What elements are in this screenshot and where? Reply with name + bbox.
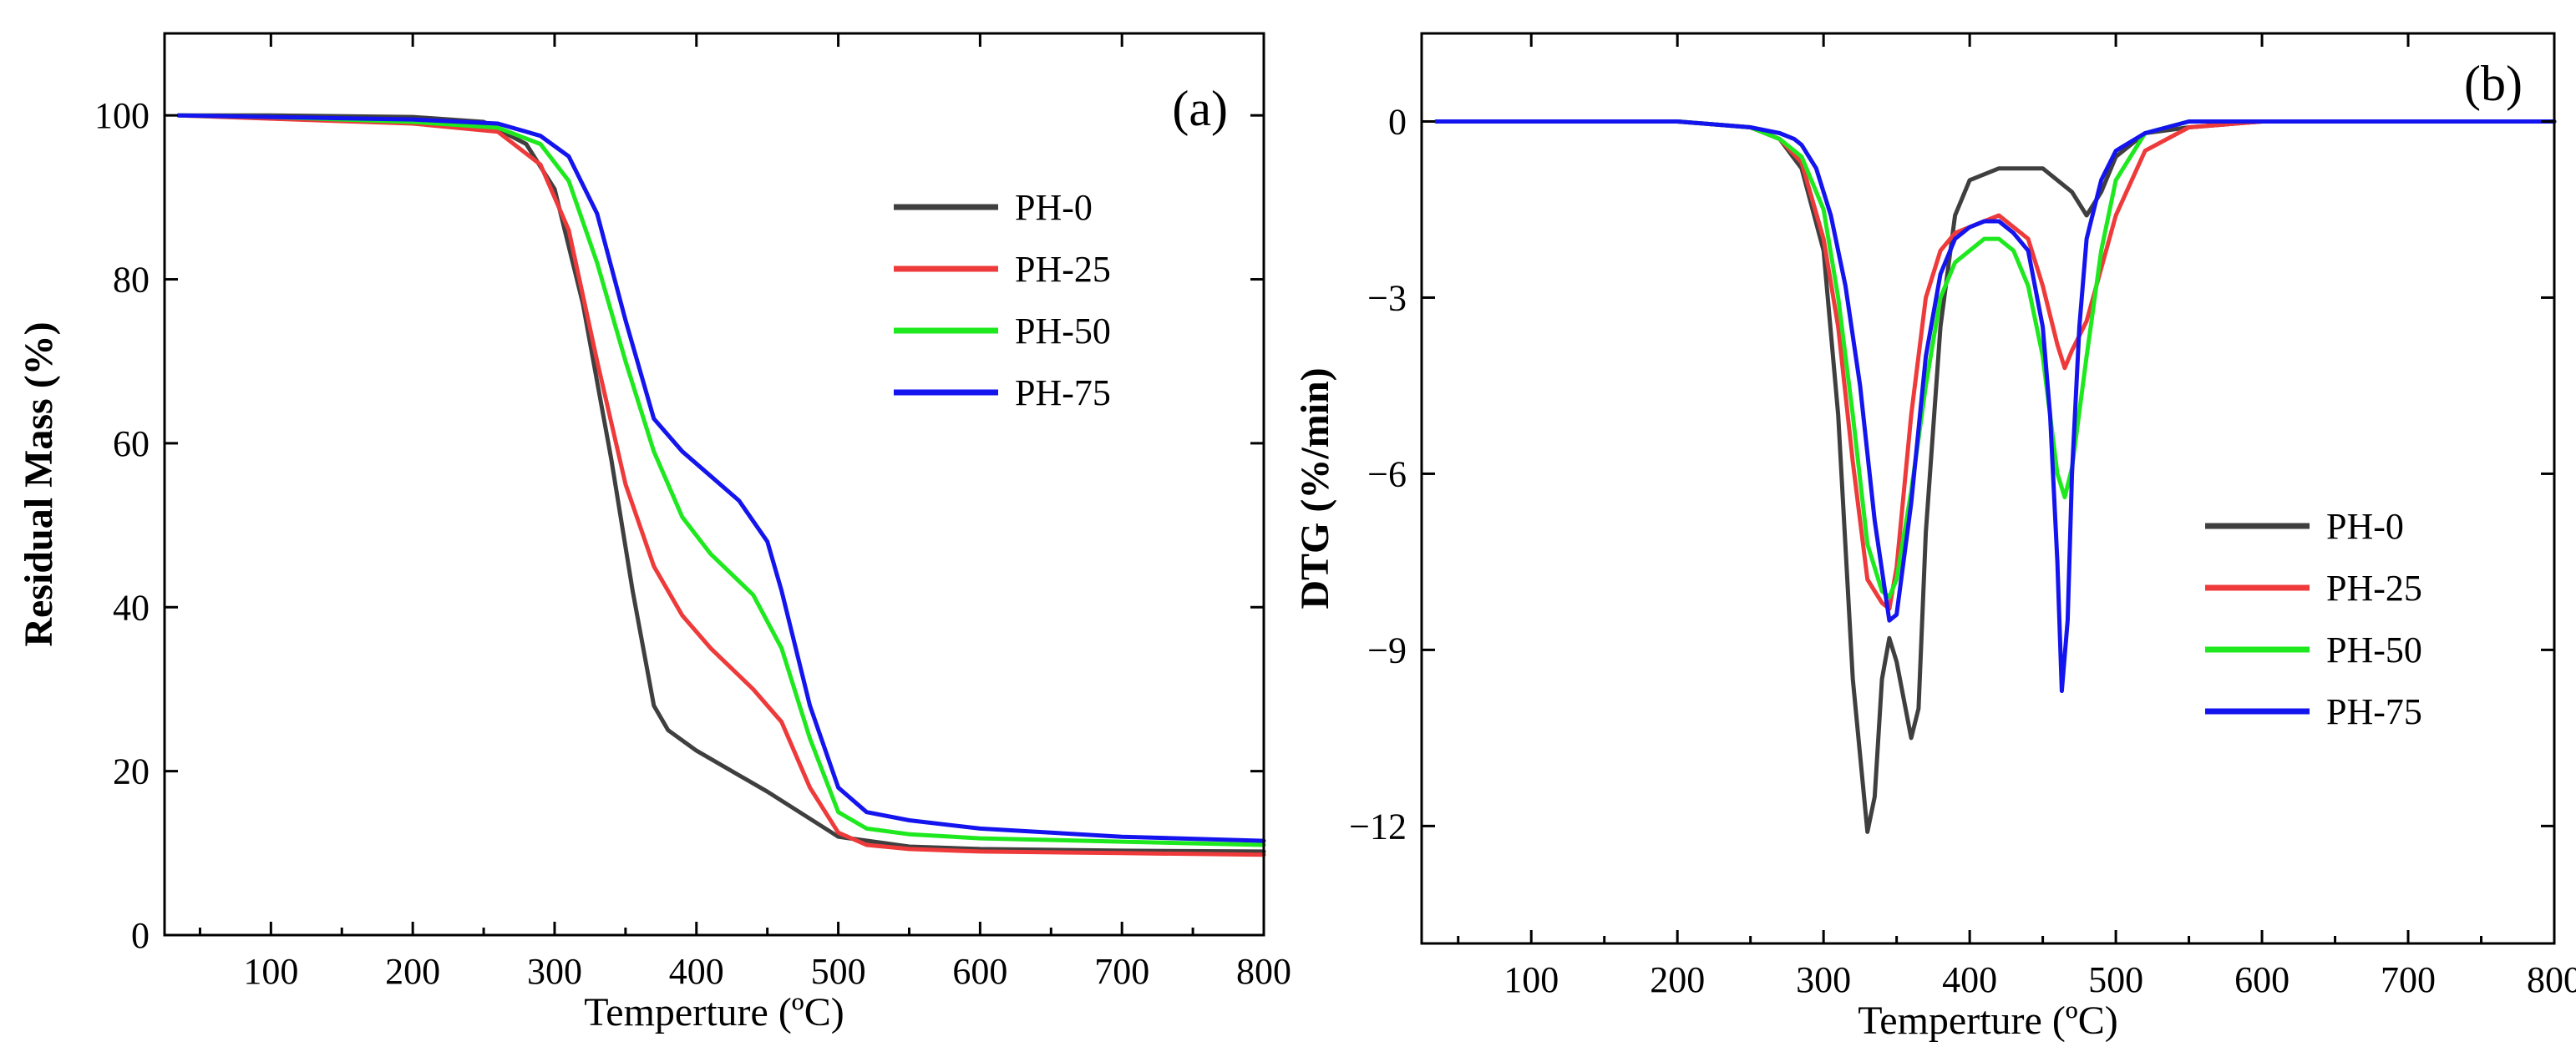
panel-b-dtg: 100 200 300 400 500 600 700 800 −12 −9 −6 −3 0 Temper… (1293, 32, 2576, 1043)
legend-label-ph-50: PH-50 (2326, 630, 2422, 670)
y-tick-label: 20 (113, 751, 150, 792)
series-line-ph-50 (176, 113, 1266, 847)
x-tick-label: 200 (385, 951, 440, 992)
x-tick-label: 600 (952, 951, 1007, 992)
y-tick-label: 0 (1388, 101, 1407, 142)
panel-label: (a) (1172, 81, 1228, 136)
legend-label-ph-75: PH-75 (2326, 691, 2422, 732)
series-line-ph-25 (176, 113, 1266, 857)
x-tick-label: 400 (1942, 959, 1997, 1000)
y-tick-label: 0 (131, 915, 150, 956)
series-line-ph-50 (1434, 119, 2557, 599)
plot-frame (1420, 32, 2556, 945)
legend-label-ph-50: PH-50 (1015, 311, 1111, 351)
x-tick-label: 100 (243, 951, 298, 992)
x-tick-label: 100 (1504, 959, 1559, 1000)
plot-frame (163, 32, 1265, 937)
y-tick-label: 60 (113, 423, 150, 464)
y-tick-label: 100 (94, 95, 150, 136)
series-line-ph-75 (176, 113, 1266, 843)
legend-label-ph-0: PH-0 (1015, 187, 1093, 228)
x-tick-label: 500 (811, 951, 866, 992)
y-axis-title: Residual Mass (%) (17, 321, 61, 646)
x-tick-label: 500 (2088, 959, 2143, 1000)
legend-label-ph-0: PH-0 (2326, 506, 2404, 547)
legend-label-ph-75: PH-75 (1015, 372, 1111, 413)
panel-label: (b) (2464, 56, 2523, 111)
x-tick-label: 700 (2381, 959, 2436, 1000)
x-tick-label: 300 (1796, 959, 1851, 1000)
x-tick-label: 800 (1236, 951, 1291, 992)
legend-label-ph-25: PH-25 (2326, 568, 2422, 609)
series-line-ph-75 (1434, 119, 2557, 694)
y-tick-label: 80 (113, 260, 150, 301)
x-axis-title: Temperture (ºC) (1858, 999, 2117, 1043)
y-tick-label: 40 (113, 587, 150, 628)
y-tick-label: −9 (1367, 630, 1407, 670)
y-tick-label: −3 (1367, 277, 1407, 318)
panel-a-tga: 100 200 300 400 500 600 700 800 0 20 40 60 80 100 Temp… (17, 32, 1291, 1034)
series-line-ph-25 (1434, 119, 2557, 611)
x-tick-label: 200 (1650, 959, 1705, 1000)
legend-label-ph-25: PH-25 (1015, 249, 1111, 290)
x-tick-label: 300 (527, 951, 582, 992)
x-tick-label: 600 (2234, 959, 2289, 1000)
x-tick-label: 800 (2527, 959, 2576, 1000)
x-tick-label: 700 (1094, 951, 1149, 992)
y-axis-title: DTG (%/min) (1293, 367, 1337, 609)
y-tick-label: −6 (1367, 453, 1407, 494)
x-tick-label: 400 (669, 951, 724, 992)
x-axis-title: Temperture (ºC) (584, 990, 844, 1034)
y-tick-label: −12 (1349, 806, 1407, 847)
